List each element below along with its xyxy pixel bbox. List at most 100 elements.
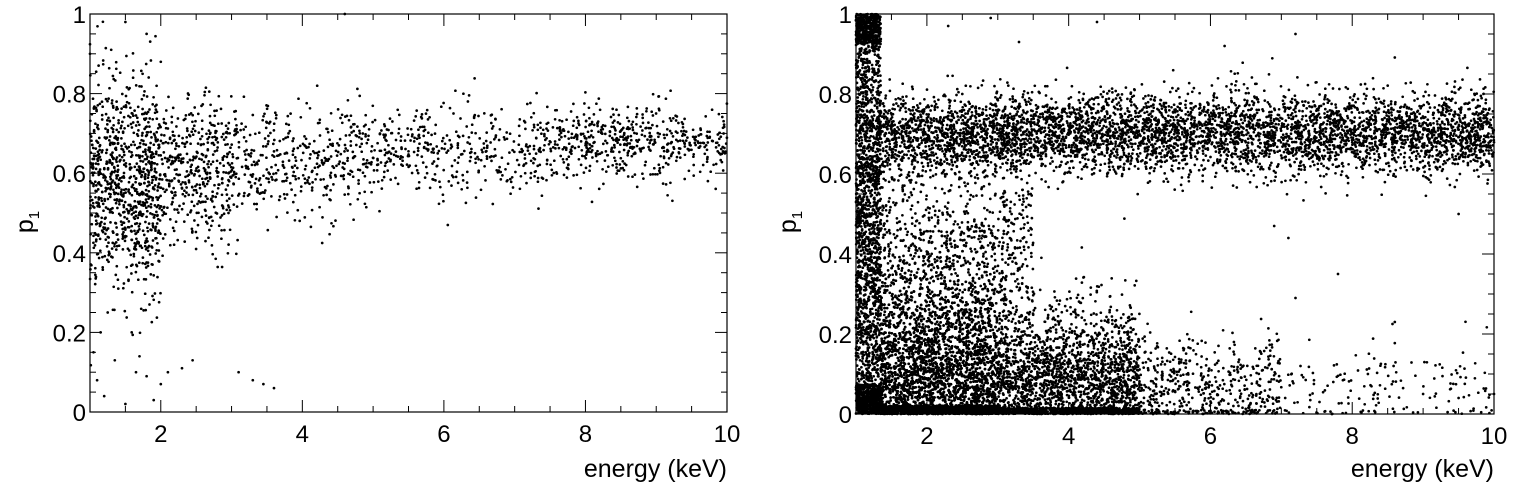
scatter-point xyxy=(206,137,209,141)
scatter-point xyxy=(173,191,177,194)
scatter-point xyxy=(872,24,876,28)
scatter-point xyxy=(318,205,321,209)
scatter-point xyxy=(128,192,132,195)
scatter-point xyxy=(623,142,626,146)
scatter-point xyxy=(356,168,360,172)
scatter-point xyxy=(121,235,125,238)
scatter-point xyxy=(183,240,187,243)
scatter-point xyxy=(186,213,190,217)
scatter-point xyxy=(221,206,225,210)
scatter-point xyxy=(257,131,261,135)
scatter-point xyxy=(309,153,312,156)
scatter-point xyxy=(165,188,168,192)
scatter-point xyxy=(154,34,157,38)
scatter-point xyxy=(206,162,209,166)
scatter-point xyxy=(863,240,866,243)
scatter-point xyxy=(161,141,165,145)
scatter-point xyxy=(183,145,187,149)
scatter-point xyxy=(315,172,319,176)
scatter-point xyxy=(129,264,133,268)
scatter-point xyxy=(232,170,236,174)
scatter-point xyxy=(221,132,225,136)
scatter-point xyxy=(585,146,588,149)
scatter-point xyxy=(618,143,622,146)
scatter-point xyxy=(272,150,276,153)
scatter-point xyxy=(137,123,141,127)
scatter-point xyxy=(293,175,297,178)
scatter-point xyxy=(291,153,295,157)
scatter-point xyxy=(583,102,586,105)
scatter-point xyxy=(151,212,154,216)
scatter-point xyxy=(220,177,224,181)
scatter-point xyxy=(195,167,198,170)
scatter-point xyxy=(585,151,589,154)
scatter-point xyxy=(230,194,234,197)
scatter-point xyxy=(143,177,147,181)
scatter-point xyxy=(284,122,288,126)
scatter-point xyxy=(618,130,622,134)
scatter-point xyxy=(699,128,703,132)
x-axis-title: energy (keV) xyxy=(584,455,727,483)
scatter-point xyxy=(274,163,278,167)
scatter-point xyxy=(421,125,424,129)
scatter-point xyxy=(869,307,872,311)
scatter-point xyxy=(669,141,673,145)
scatter-point xyxy=(120,147,123,151)
scatter-point xyxy=(272,129,276,132)
scatter-point xyxy=(401,159,404,163)
scatter-point xyxy=(609,150,613,153)
scatter-point xyxy=(116,168,120,172)
scatter-point xyxy=(181,141,184,145)
y-axis-title-main: p xyxy=(11,219,39,233)
scatter-point xyxy=(120,188,123,192)
scatter-point xyxy=(446,223,450,227)
scatter-point xyxy=(185,135,189,139)
scatter-point xyxy=(221,158,225,162)
scatter-point xyxy=(185,127,189,130)
scatter-point xyxy=(96,162,100,166)
scatter-point xyxy=(553,108,557,112)
scatter-point xyxy=(183,189,186,193)
scatter-point xyxy=(96,103,100,107)
scatter-point xyxy=(206,179,210,183)
scatter-point xyxy=(141,150,145,154)
scatter-point xyxy=(456,181,460,185)
scatter-point xyxy=(104,189,107,193)
scatter-point xyxy=(225,155,229,159)
scatter-point xyxy=(339,116,342,120)
scatter-point xyxy=(124,165,128,168)
scatter-point xyxy=(226,161,230,165)
scatter-point xyxy=(223,228,226,232)
scatter-point xyxy=(863,255,867,258)
scatter-point xyxy=(122,115,126,119)
scatter-point xyxy=(597,97,601,100)
scatter-point xyxy=(400,163,403,166)
scatter-point xyxy=(200,152,204,156)
scatter-point xyxy=(270,175,273,179)
scatter-point xyxy=(439,105,443,109)
scatter-point xyxy=(160,208,164,212)
scatter-point xyxy=(108,161,112,164)
scatter-point xyxy=(107,260,110,264)
scatter-point xyxy=(301,151,305,155)
scatter-point xyxy=(206,222,209,225)
scatter-point xyxy=(559,131,563,135)
scatter-point xyxy=(143,174,147,178)
scatter-point xyxy=(857,101,860,104)
scatter-point xyxy=(442,101,445,105)
scatter-point xyxy=(681,139,685,143)
scatter-point xyxy=(601,167,604,171)
scatter-point xyxy=(639,150,643,153)
scatter-point xyxy=(626,153,630,157)
scatter-point xyxy=(549,149,553,153)
scatter-point xyxy=(391,120,394,123)
scatter-point xyxy=(247,180,251,184)
scatter-point xyxy=(281,160,285,164)
scatter-point xyxy=(424,141,427,144)
scatter-point xyxy=(117,121,120,125)
scatter-point xyxy=(108,252,111,256)
scatter-point xyxy=(455,170,459,174)
scatter-point xyxy=(857,187,860,191)
scatter-point xyxy=(535,91,538,95)
scatter-point xyxy=(101,266,105,269)
